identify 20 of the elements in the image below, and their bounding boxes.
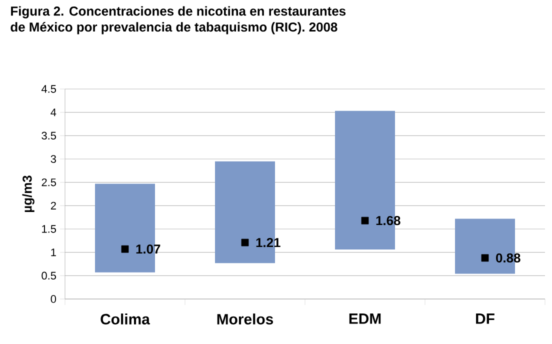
y-tick-label: 1 (51, 248, 56, 256)
point (241, 238, 249, 246)
point (361, 216, 369, 224)
y-tick-label: 4.5 (41, 85, 56, 93)
x-tick-label: DF (476, 314, 494, 324)
point (121, 245, 129, 253)
y-tick-label: 3.5 (42, 132, 56, 140)
y-axis-title: µg/m3 (22, 176, 34, 212)
chart-title: Figura 2. Concentraciones de nicotina en restaurantes de México por prevalencia de tabaquismo (RIC). 2008 (10, 6, 346, 34)
y-tick-label: 2.5 (42, 178, 56, 186)
x-tick-label: Morelos (217, 314, 274, 324)
y-tick-label: 0.5 (42, 272, 56, 280)
y-tick-label: 1.5 (42, 225, 56, 233)
point (481, 254, 489, 262)
y-tick-label: 2 (50, 202, 56, 210)
y-tick-label: 3 (50, 155, 56, 163)
x-tick-label: Colima (100, 314, 150, 324)
x-tick-label: EDM (349, 314, 381, 324)
y-tick-label: 4 (50, 108, 56, 116)
y-tick-label: 0 (50, 295, 56, 303)
